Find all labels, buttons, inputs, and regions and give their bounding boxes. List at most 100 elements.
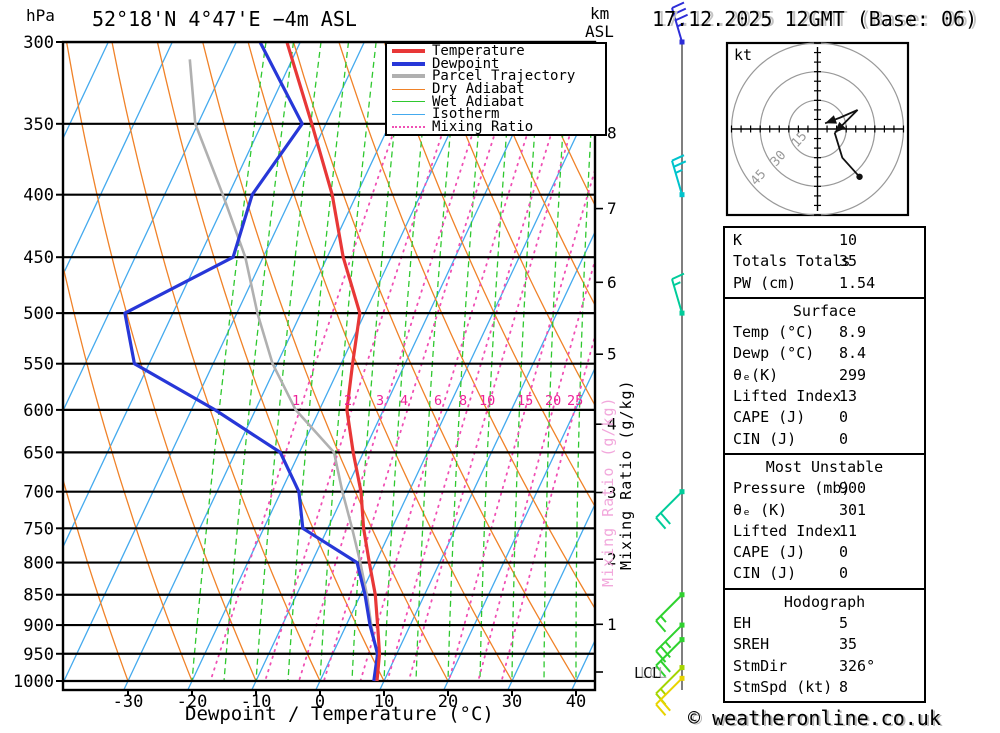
stat-value: 0 [839,429,849,448]
stat-label: SREH [733,635,770,654]
wet-adiabat-lines [191,42,595,682]
stat-box-header: Most Unstable [765,457,884,476]
svg-text:8: 8 [607,123,617,142]
svg-text:10: 10 [374,692,394,712]
stat-row: Totals Totals 35 [725,251,924,272]
svg-text:1: 1 [607,615,617,634]
run-datetime: 17.12.2025 12GMT (Base: 06) [652,7,978,31]
indices-panel: K 10 Totals Totals 35 PW (cm) 1.54 Surface Temp… [723,226,926,704]
stat-value: 299 [839,365,867,384]
legend-line-sample [392,113,425,115]
legend-item: Temperature [387,43,605,60]
stat-box-header: Hodograph [783,592,866,611]
svg-text:550: 550 [23,355,54,375]
temperature-tick-labels: -30 -20 -10 0 10 20 30 40 [113,690,586,712]
legend-item: Dewpoint [387,55,605,72]
stat-row: K 10 [725,230,924,251]
legend-item-label: Dewpoint [432,55,500,72]
stat-label: Pressure (mb) [733,479,851,498]
svg-text:40: 40 [566,692,586,712]
stat-value: 0 [839,543,849,562]
legend-item-label: Wet Adiabat [432,93,525,110]
stat-label: PW (cm) [733,273,797,292]
chart-legend: Temperature Dewpoint Parcel Trajectory Dry … [385,42,607,136]
stat-label: Lifted Index [733,521,842,540]
station-title: 52°18'N 4°47'E −4m ASL [92,7,357,31]
mixing-ratio-axis-label-echo: Mixing Ratio (g/kg) [599,396,617,587]
stat-row: CIN (J) 0 [725,429,924,450]
svg-text:500: 500 [23,304,54,324]
stat-row: PW (cm) 1.54 [725,273,924,294]
svg-text:3: 3 [376,393,384,409]
stat-row: θₑ(K) 299 [725,365,924,386]
stat-row: StmDir 326° [725,656,924,677]
pressure-axis-unit: hPa [26,6,55,25]
svg-text:1: 1 [292,393,300,409]
legend-line-sample [392,88,425,90]
stat-row: θₑ (K) 301 [725,500,924,521]
legend-item-label: Isotherm [432,106,500,123]
legend-item-label: Temperature [432,43,525,60]
copyright-text: © weatheronline.co.uk [688,706,941,730]
legend-item: Wet Adiabat [387,93,605,110]
svg-text:4: 4 [400,393,408,409]
stat-label: StmDir [733,656,788,675]
stat-label: CIN (J) [733,429,797,448]
svg-text:10: 10 [479,393,495,409]
stat-label: Lifted Index [733,387,842,406]
curve-temperature [285,42,382,682]
svg-text:400: 400 [23,186,54,206]
km-axis: 8 7 6 5 4 3 2 1 [595,123,617,673]
stat-value: 8.9 [839,323,867,342]
stat-value: 8 [839,677,849,696]
legend-line-sample [392,74,425,79]
pressure-grid-lines [63,42,595,683]
svg-text:6: 6 [607,273,617,292]
stat-row: Temp (°C) 8.9 [725,322,924,343]
svg-text:5: 5 [607,345,617,364]
svg-text:7: 7 [607,199,617,218]
stat-row: EH 5 [725,613,924,634]
legend-item: Parcel Trajectory [387,68,605,85]
svg-text:300: 300 [23,33,54,53]
svg-text:15: 15 [517,393,533,409]
legend-item-label: Dry Adiabat [432,81,525,98]
svg-text:2: 2 [344,393,352,409]
stat-row: Lifted Index 11 [725,521,924,542]
stat-box: Surface Temp (°C) 8.9 Dewp (°C) 8.4 θₑ(K) 299 L… [723,296,926,455]
stat-label: K [733,231,743,249]
stat-box: Most Unstable Pressure (mb) 900 θₑ (K) 301 Li… [723,452,926,590]
svg-text:-20: -20 [177,692,208,712]
stat-row: Lifted Index 13 [725,386,924,407]
legend-item: Mixing Ratio [387,118,605,135]
stat-row: Dewp (°C) 8.4 [725,343,924,364]
lcl-marker-label: LCL [634,664,662,682]
stat-box-header: Surface [792,301,857,320]
mixing-ratio-axis-label: Mixing Ratio (g/kg) [617,379,635,570]
svg-text:600: 600 [23,401,54,421]
stat-label: CAPE (J) [733,408,806,427]
svg-text:4: 4 [607,415,617,434]
stat-value: 13 [839,387,858,406]
svg-text:6: 6 [434,393,442,409]
stat-label: StmSpd (kt) [733,677,833,696]
stat-row: CAPE (J) 0 [725,542,924,563]
legend-item: Isotherm [387,106,605,123]
stat-value: 10 [839,231,858,249]
stat-row: CIN (J) 0 [725,563,924,584]
legend-item-label: Mixing Ratio [432,118,534,135]
svg-text:350: 350 [23,115,54,135]
stat-value: 35 [839,635,858,654]
stat-value: 8.4 [839,344,867,363]
svg-text:850: 850 [23,586,54,606]
svg-text:450: 450 [23,248,54,268]
legend-item-label: Parcel Trajectory [432,68,576,85]
svg-text:20: 20 [438,692,458,712]
svg-text:20: 20 [545,393,561,409]
plot-frame [61,40,597,692]
x-axis-title: Dewpoint / Temperature (°C) [185,703,494,725]
svg-text:700: 700 [23,483,54,503]
stat-label: CAPE (J) [733,543,806,562]
stat-value: 326° [839,656,876,675]
